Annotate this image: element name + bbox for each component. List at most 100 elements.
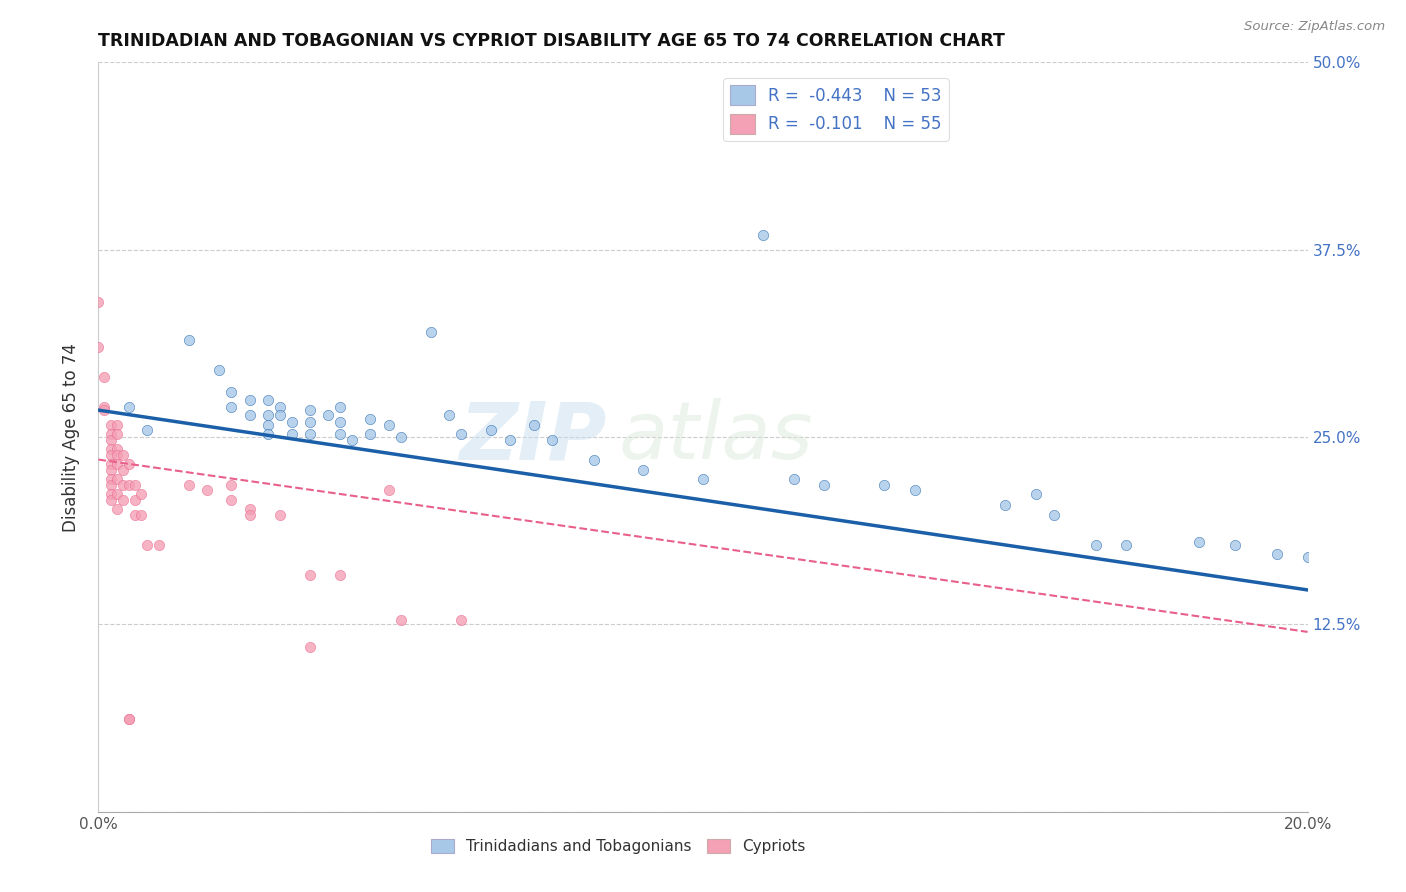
Point xyxy=(118,712,141,726)
Point xyxy=(1115,538,1137,552)
Point xyxy=(87,295,110,310)
Point xyxy=(316,408,339,422)
Point xyxy=(1188,535,1211,549)
Point xyxy=(329,568,352,582)
Point xyxy=(105,418,128,433)
Point xyxy=(100,478,122,492)
Point xyxy=(148,538,170,552)
Point xyxy=(269,408,291,422)
Point xyxy=(873,478,896,492)
Text: Source: ZipAtlas.com: Source: ZipAtlas.com xyxy=(1244,20,1385,33)
Point xyxy=(111,478,134,492)
Point xyxy=(342,433,364,447)
Legend: Trinidadians and Tobagonians, Cypriots: Trinidadians and Tobagonians, Cypriots xyxy=(425,833,811,860)
Point xyxy=(450,613,472,627)
Point xyxy=(256,392,278,407)
Point xyxy=(1223,538,1246,552)
Point xyxy=(111,493,134,508)
Point xyxy=(239,408,262,422)
Point xyxy=(118,478,141,492)
Point xyxy=(105,427,128,442)
Point xyxy=(100,472,122,486)
Point xyxy=(129,487,152,501)
Point xyxy=(105,448,128,462)
Point xyxy=(450,427,472,442)
Point xyxy=(329,400,352,414)
Point xyxy=(124,478,146,492)
Point xyxy=(239,392,262,407)
Point xyxy=(813,478,835,492)
Point xyxy=(523,418,546,433)
Text: TRINIDADIAN AND TOBAGONIAN VS CYPRIOT DISABILITY AGE 65 TO 74 CORRELATION CHART: TRINIDADIAN AND TOBAGONIAN VS CYPRIOT DI… xyxy=(98,32,1005,50)
Point xyxy=(256,408,278,422)
Point xyxy=(299,568,322,582)
Point xyxy=(783,472,806,486)
Point xyxy=(1042,508,1064,522)
Point xyxy=(420,325,443,339)
Point xyxy=(87,340,110,354)
Text: ZIP: ZIP xyxy=(458,398,606,476)
Point xyxy=(93,400,115,414)
Point xyxy=(752,227,775,242)
Point xyxy=(195,483,218,497)
Point xyxy=(221,385,243,400)
Point xyxy=(631,463,654,477)
Point xyxy=(389,430,412,444)
Point xyxy=(583,452,606,467)
Point xyxy=(100,448,122,462)
Point xyxy=(299,415,322,429)
Point xyxy=(329,415,352,429)
Point xyxy=(540,433,562,447)
Point xyxy=(208,362,231,376)
Point xyxy=(124,508,146,522)
Point xyxy=(105,442,128,456)
Point xyxy=(129,508,152,522)
Point xyxy=(93,370,115,384)
Point xyxy=(299,640,322,654)
Point xyxy=(994,498,1017,512)
Point xyxy=(481,423,503,437)
Point xyxy=(100,442,122,456)
Point xyxy=(105,472,128,486)
Point xyxy=(299,403,322,417)
Text: atlas: atlas xyxy=(619,398,813,476)
Point xyxy=(377,483,399,497)
Point xyxy=(281,427,304,442)
Point xyxy=(904,483,927,497)
Point xyxy=(118,457,141,471)
Point xyxy=(179,333,201,347)
Point xyxy=(1267,547,1289,561)
Point xyxy=(105,457,128,471)
Point xyxy=(179,478,201,492)
Point xyxy=(100,463,122,477)
Point xyxy=(100,493,122,508)
Point xyxy=(329,427,352,442)
Point xyxy=(269,508,291,522)
Point xyxy=(437,408,460,422)
Point xyxy=(135,423,157,437)
Point xyxy=(1296,549,1319,564)
Point xyxy=(105,487,128,501)
Point xyxy=(124,493,146,508)
Y-axis label: Disability Age 65 to 74: Disability Age 65 to 74 xyxy=(62,343,80,532)
Point xyxy=(111,463,134,477)
Point xyxy=(100,427,122,442)
Point xyxy=(111,448,134,462)
Point xyxy=(100,487,122,501)
Point xyxy=(360,427,382,442)
Point xyxy=(256,418,278,433)
Point xyxy=(256,427,278,442)
Point xyxy=(239,502,262,516)
Point xyxy=(221,478,243,492)
Point xyxy=(100,418,122,433)
Point xyxy=(360,412,382,426)
Point xyxy=(105,502,128,516)
Point xyxy=(135,538,157,552)
Point xyxy=(100,433,122,447)
Point xyxy=(389,613,412,627)
Point xyxy=(281,415,304,429)
Point xyxy=(1085,538,1108,552)
Point xyxy=(269,400,291,414)
Point xyxy=(377,418,399,433)
Point xyxy=(221,400,243,414)
